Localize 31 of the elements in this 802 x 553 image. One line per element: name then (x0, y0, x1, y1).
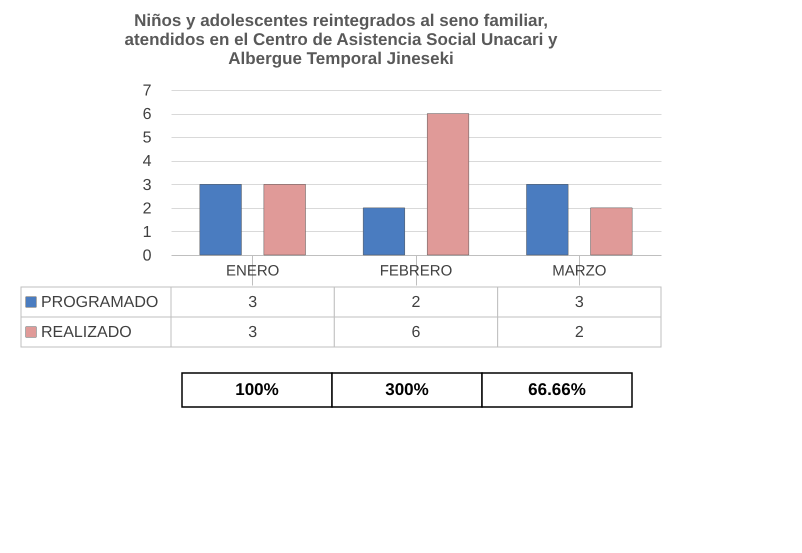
bar (526, 184, 568, 256)
y-tick-label: 0 (142, 248, 152, 264)
y-tick-label: 3 (142, 176, 152, 194)
text: Niños y adolescentes reintegrados al seno familiar, (134, 11, 548, 30)
data-label: 2 (574, 324, 584, 341)
data-label: 3 (574, 294, 584, 311)
legend-label: PROGRAMADO (41, 294, 158, 311)
text: atendidos en el Centro de Asistencia Social Unacari y (124, 30, 558, 49)
bar (264, 184, 306, 256)
text: 66.66% (528, 380, 586, 399)
data-label: 6 (412, 324, 421, 341)
data-label: 3 (248, 294, 258, 311)
x-tick-label: MARZO (552, 262, 606, 280)
text: 100% (235, 380, 279, 399)
text: Albergue Temporal Jineseki (228, 49, 454, 68)
text: 300% (385, 380, 429, 399)
x-tick-label: ENERO (226, 262, 280, 280)
data-label: 3 (248, 324, 258, 341)
bar (200, 184, 242, 256)
x-tick-label: FEBRERO (380, 262, 452, 280)
y-tick-label: 2 (142, 200, 152, 218)
data-label: 2 (412, 294, 421, 311)
y-tick-label: 4 (142, 153, 152, 170)
bar (426, 113, 470, 256)
y-tick-label: 6 (142, 106, 152, 124)
bar (590, 208, 632, 256)
y-tick-label: 1 (142, 224, 152, 241)
bar (362, 208, 406, 256)
y-tick-label: 5 (142, 130, 152, 147)
y-tick-label: 7 (142, 82, 152, 100)
legend-label: REALIZADO (41, 324, 132, 341)
